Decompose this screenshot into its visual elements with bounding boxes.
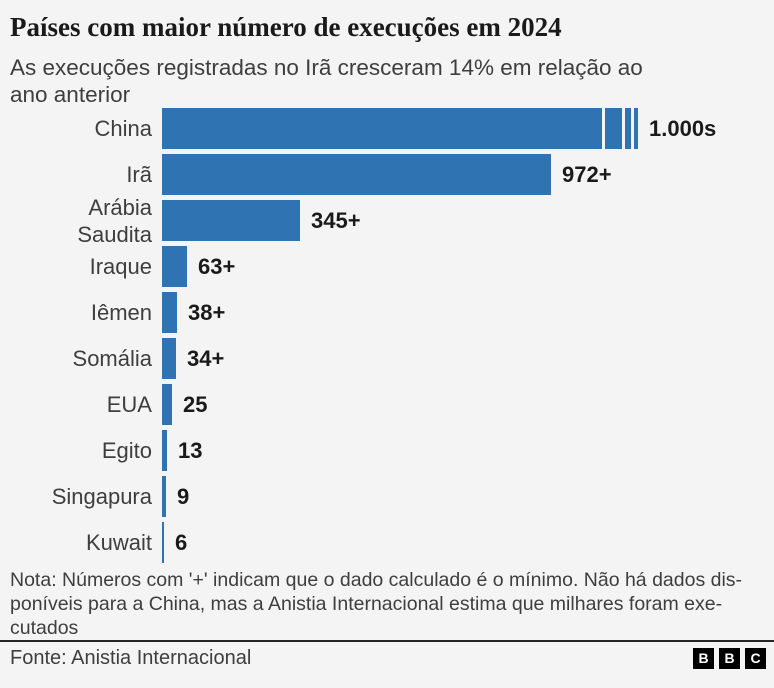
value-label: 345+ — [311, 207, 361, 233]
bar-row-ie-men: Iêmen 38+ — [0, 292, 774, 333]
bar-segment — [162, 108, 602, 149]
category-label: Iraque — [89, 254, 152, 279]
bar-segment — [162, 154, 551, 195]
category-label: Somália — [72, 346, 152, 371]
bar-area: 9 — [162, 476, 774, 517]
footer: Fonte: Anistia Internacional B B C — [0, 640, 774, 674]
bar-segment — [162, 292, 177, 333]
value-label: 25 — [183, 391, 208, 417]
bar-row-eua: EUA 25 — [0, 384, 774, 425]
bar-row-soma-lia: Somália 34+ — [0, 338, 774, 379]
category-label: Arábia Saudita — [77, 194, 152, 247]
bar-row-kuwait: Kuwait 6 — [0, 522, 774, 563]
category-label: China — [94, 116, 152, 141]
bar-segment — [634, 108, 638, 149]
chart-subtitle: As execuções registradas no Irã crescera… — [10, 55, 643, 107]
bar-chart: China 1.000s Irã 972+ Arábia Saudita 345+ Iraq… — [0, 108, 774, 563]
chart-note: Nota: Números com '+' indicam que o dado… — [10, 569, 743, 639]
value-label: 34+ — [187, 345, 225, 371]
bar-area: 25 — [162, 384, 774, 425]
bar-area: 972+ — [162, 154, 774, 195]
value-label: 6 — [175, 529, 188, 555]
bar-row-iraque: Iraque 63+ — [0, 246, 774, 287]
value-label: 63+ — [198, 253, 236, 279]
bbc-logo-box-2: B — [719, 647, 740, 669]
bar-area: 38+ — [162, 292, 774, 333]
bar-segment — [605, 108, 622, 149]
bbc-logo-box-3: C — [745, 647, 766, 669]
value-label: 972+ — [562, 161, 612, 187]
value-label: 38+ — [188, 299, 226, 325]
source-label: Fonte: Anistia Internacional — [10, 646, 252, 669]
bar-area: 1.000s — [162, 108, 774, 149]
category-label: Singapura — [51, 484, 152, 509]
category-label: Kuwait — [85, 530, 152, 555]
bar-segment — [625, 108, 631, 149]
bar-segment — [162, 200, 300, 241]
bar-row-singapura: Singapura 9 — [0, 476, 774, 517]
value-label: 1.000s — [649, 115, 717, 141]
bar-area: 13 — [162, 430, 774, 471]
bbc-logo: B B C — [693, 647, 766, 669]
bar-segment — [162, 430, 167, 471]
bar-row-ira: Irã 972+ — [0, 154, 774, 195]
bar-segment — [162, 384, 172, 425]
bar-row-egito: Egito 13 — [0, 430, 774, 471]
bar-rows: China 1.000s Irã 972+ Arábia Saudita 345+ Iraq… — [0, 108, 774, 563]
bar-segment — [162, 338, 176, 379]
category-label: Egito — [101, 438, 152, 463]
value-label: 9 — [177, 483, 190, 509]
page-title: Países com maior número de execuções em … — [10, 12, 562, 42]
bar-row-ara-bia-saudita: Arábia Saudita 345+ — [0, 195, 774, 247]
bar-row-china: China 1.000s — [0, 108, 774, 149]
bar-segment — [162, 522, 164, 563]
category-label: Irã — [126, 162, 152, 187]
bar-area: 345+ — [162, 200, 774, 241]
bar-area: 63+ — [162, 246, 774, 287]
value-label: 13 — [178, 437, 203, 463]
bar-area: 34+ — [162, 338, 774, 379]
bar-segment — [162, 476, 166, 517]
bar-area: 6 — [162, 522, 774, 563]
bar-segment — [162, 246, 187, 287]
category-label: EUA — [106, 392, 152, 417]
bbc-logo-box-1: B — [693, 647, 714, 669]
category-label: Iêmen — [90, 300, 152, 325]
